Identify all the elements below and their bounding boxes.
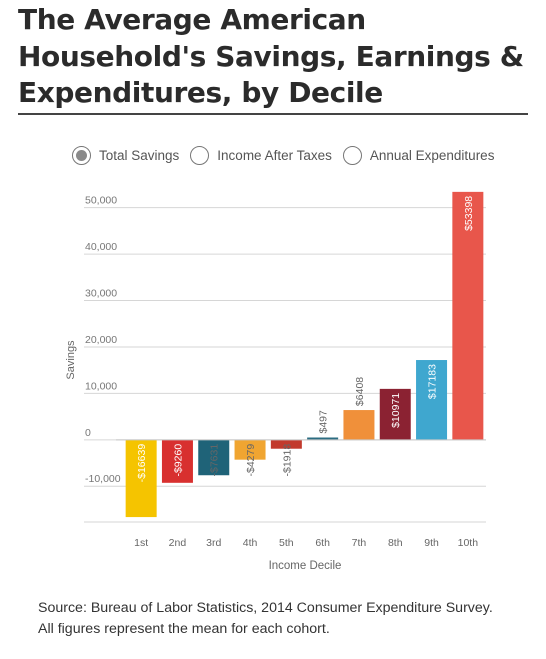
- bar-value-label: -$1918: [281, 444, 293, 477]
- x-tick-label: 9th: [424, 537, 439, 549]
- radio-label: Income After Taxes: [217, 147, 332, 163]
- bar-value-label: -$9260: [172, 444, 184, 477]
- radio-annual-expenditures[interactable]: Annual Expenditures: [342, 145, 495, 165]
- x-tick-label: 6th: [315, 537, 330, 549]
- bar-value-label: -$16639: [136, 444, 148, 483]
- radio-button[interactable]: [342, 145, 362, 165]
- x-axis-ticks: 1st 2nd 3rd 4th 5th 6th 7th 8th 9th 10th: [134, 537, 478, 549]
- bar-1st[interactable]: [125, 439, 157, 518]
- bar-value-label: $17183: [427, 364, 439, 399]
- x-tick-label: 3rd: [206, 537, 221, 549]
- radio-button-selected[interactable]: [72, 145, 91, 165]
- x-tick-label: 4th: [243, 537, 258, 549]
- bar-9th[interactable]: [416, 360, 448, 440]
- y-tick-label: 0: [85, 427, 91, 439]
- radio-label: Total Savings: [99, 147, 180, 163]
- bar-value-label: $497: [318, 410, 330, 434]
- y-tick-label: -10,000: [85, 473, 121, 485]
- bar-2nd[interactable]: [161, 439, 193, 483]
- title-divider: [18, 113, 528, 115]
- bar-8th[interactable]: [379, 388, 411, 440]
- bar-value-label: -$4279: [245, 444, 257, 477]
- y-tick-label: 40,000: [85, 241, 117, 253]
- bar-5th[interactable]: [270, 439, 302, 449]
- metric-radio-group: Total Savings Income After Taxes Annual …: [72, 142, 494, 168]
- x-tick-label: 1st: [134, 537, 148, 549]
- chart-title: The Average American Household's Savings…: [18, 3, 524, 109]
- source-note: Source: Bureau of Labor Statistics, 2014…: [38, 600, 493, 637]
- bar-value-label: $6408: [354, 377, 366, 406]
- bars: [125, 191, 484, 518]
- y-tick-label: 10,000: [85, 380, 117, 392]
- y-tick-label: 50,000: [85, 195, 117, 207]
- bar-7th[interactable]: [343, 410, 375, 440]
- radio-button[interactable]: [190, 145, 210, 165]
- radio-income-after-taxes[interactable]: Income After Taxes: [190, 145, 332, 165]
- x-tick-label: 7th: [352, 537, 367, 549]
- radio-label: Annual Expenditures: [369, 147, 495, 163]
- bar-4th[interactable]: [234, 439, 266, 460]
- radio-total-savings[interactable]: Total Savings: [72, 145, 180, 165]
- bar-3rd[interactable]: [198, 439, 230, 476]
- bar-6th[interactable]: [307, 437, 339, 440]
- x-tick-label: 5th: [279, 537, 294, 549]
- bar-value-label: -$7631: [209, 444, 221, 477]
- x-tick-label: 2nd: [169, 537, 187, 549]
- y-axis-label: Savings: [65, 340, 77, 380]
- savings-bar-chart: -10,000 0 10,000 20,000 30,000 40,000 50,000 -…: [65, 191, 486, 572]
- y-tick-label: 20,000: [85, 334, 117, 346]
- bar-value-labels: -$16639 -$9260 -$7631 -$4279 -$1918 $497 $6408…: [136, 196, 475, 483]
- x-tick-label: 10th: [458, 537, 479, 549]
- y-tick-label: 30,000: [85, 288, 117, 300]
- x-axis-label: Income Decile: [269, 560, 342, 572]
- x-tick-label: 8th: [388, 537, 403, 549]
- bar-value-label: $10971: [390, 393, 402, 428]
- y-axis-ticks: -10,000 0 10,000 20,000 30,000 40,000 50,000: [85, 195, 121, 486]
- bar-value-label: $53398: [463, 196, 475, 231]
- bar-10th[interactable]: [452, 191, 484, 440]
